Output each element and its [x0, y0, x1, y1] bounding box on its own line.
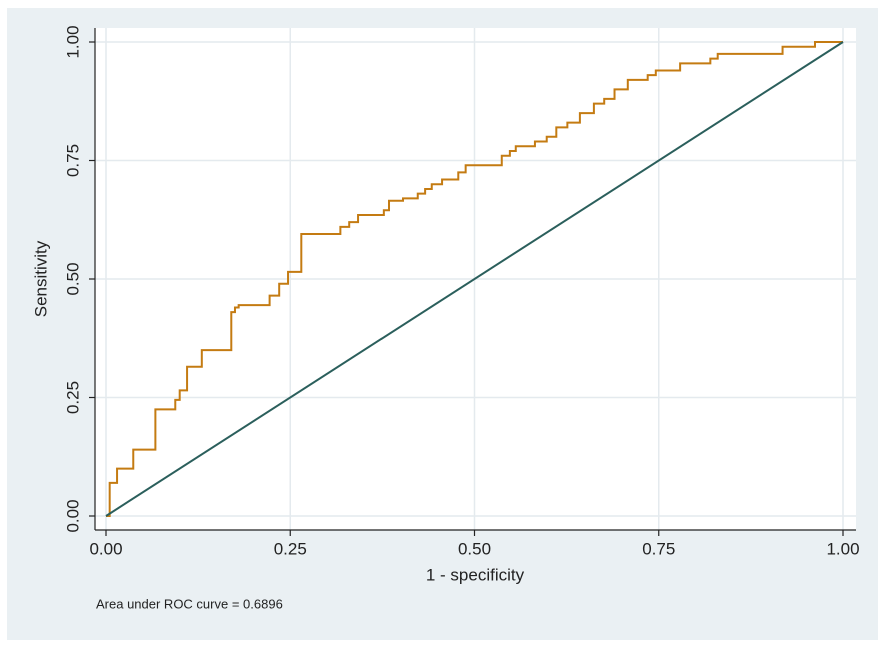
x-tick-label: 0.75 — [642, 539, 675, 558]
y-axis-title: Sensitivity — [31, 240, 50, 317]
x-tick-label: 1.00 — [826, 539, 859, 558]
x-axis-title: 1 - specificity — [426, 565, 525, 584]
y-tick-label: 0.75 — [63, 144, 82, 177]
y-tick-label: 1.00 — [63, 25, 82, 58]
line — [106, 41, 843, 517]
x-tick-label: 0.25 — [274, 539, 307, 558]
line — [105, 41, 844, 517]
x-tick-label: 0.00 — [89, 539, 122, 558]
y-tick-label: 0.50 — [63, 262, 82, 295]
annotation: Area under ROC curve = 0.6896 — [96, 596, 283, 611]
y-tick-label: 0.00 — [63, 499, 82, 532]
y-tick-label: 0.25 — [63, 381, 82, 414]
x-tick-label: 0.50 — [458, 539, 491, 558]
